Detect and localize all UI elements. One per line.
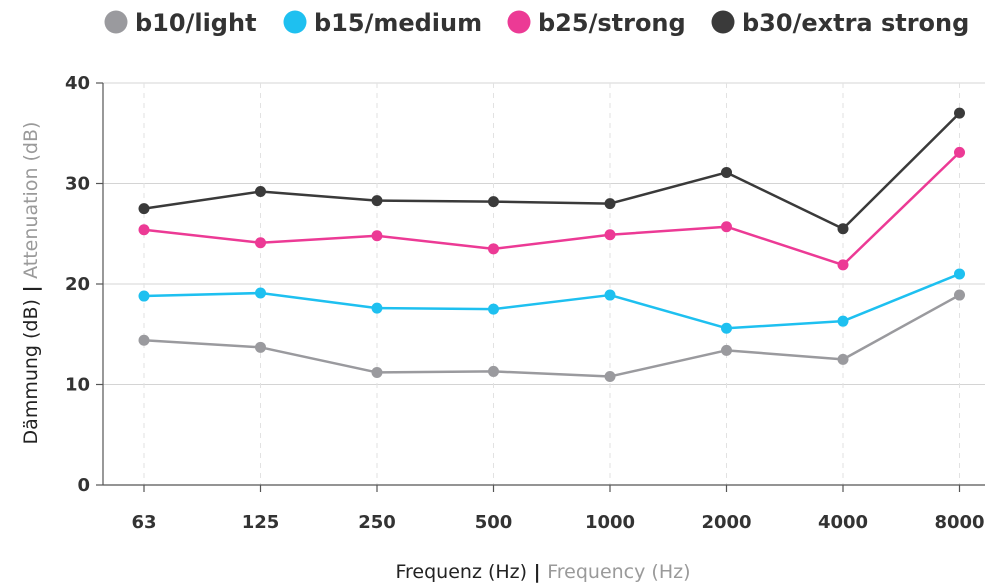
data-point	[255, 341, 266, 353]
y-tick-label: 30	[65, 174, 90, 195]
data-point	[721, 221, 732, 233]
data-point	[371, 302, 383, 314]
y-tick-label: 40	[65, 73, 90, 94]
data-point	[255, 287, 266, 299]
y-tick-label: 0	[77, 475, 90, 496]
y-tick-label: 20	[65, 274, 90, 295]
data-point	[488, 243, 499, 255]
data-point	[604, 370, 616, 382]
x-tick-label: 250	[358, 512, 396, 533]
data-point	[138, 334, 150, 346]
data-point	[371, 195, 383, 207]
data-point	[138, 203, 150, 215]
legend-label: b25/strong	[538, 9, 686, 37]
series-2	[138, 146, 965, 271]
x-tick-label: 8000	[934, 512, 984, 533]
x-tick-label: 125	[242, 512, 280, 533]
data-point	[721, 166, 732, 178]
data-point	[488, 196, 499, 208]
x-axis-title-separator: |	[527, 561, 547, 583]
data-point	[837, 315, 849, 327]
series-layer	[138, 107, 965, 382]
y-axis-title-separator: |	[20, 279, 42, 299]
series-line	[143, 112, 961, 230]
y-axis-title: Dämmung (dB) | Attenuation (dB)	[20, 122, 42, 445]
data-point	[837, 353, 849, 365]
data-point	[138, 290, 150, 302]
series-line	[143, 272, 960, 330]
data-point	[604, 198, 616, 210]
data-point	[837, 259, 849, 271]
x-tick-label: 500	[475, 512, 513, 533]
legend-marker	[507, 10, 531, 34]
data-point	[954, 146, 965, 158]
data-point	[255, 237, 266, 249]
series-line	[143, 151, 961, 267]
legend-item: b25/strong	[507, 9, 686, 37]
x-axis-title: Frequenz (Hz) | Frequency (Hz)	[395, 561, 690, 583]
legend-label: b10/light	[135, 9, 257, 37]
grid	[103, 82, 985, 485]
data-point	[488, 303, 499, 315]
data-point	[954, 289, 965, 301]
legend-label: b15/medium	[314, 9, 482, 37]
data-point	[721, 344, 732, 356]
data-point	[604, 229, 616, 241]
legend: b10/light b15/medium b25/strong b30/extra s…	[104, 9, 969, 37]
series-line	[143, 293, 961, 378]
x-tick-label: 4000	[818, 512, 868, 533]
legend-item: b30/extra strong	[711, 9, 969, 37]
data-point	[954, 107, 965, 119]
x-axis-title-sub: Frequency (Hz)	[547, 561, 690, 583]
x-tick-label: 63	[131, 512, 156, 533]
legend-label: b30/extra strong	[742, 9, 969, 37]
data-point	[721, 322, 732, 334]
data-point	[837, 223, 849, 235]
legend-item: b15/medium	[283, 9, 482, 37]
data-point	[488, 365, 499, 377]
y-axis-title-main: Dämmung (dB)	[20, 299, 42, 444]
data-point	[371, 366, 383, 378]
data-point	[954, 268, 965, 280]
legend-marker	[104, 10, 128, 34]
legend-marker	[283, 10, 307, 34]
series-0	[138, 289, 965, 382]
x-axis-title-main: Frequenz (Hz)	[395, 561, 527, 583]
data-point	[604, 289, 616, 301]
series-1	[138, 268, 965, 334]
data-point	[371, 230, 383, 242]
x-tick-label: 2000	[701, 512, 751, 533]
legend-item: b10/light	[104, 9, 257, 37]
y-axis-title-sub: Attenuation (dB)	[20, 122, 42, 279]
data-point	[255, 186, 266, 198]
axes: 0 10 20 30 40 63 125 250 500 1000 2000 4000 8000	[65, 73, 985, 533]
data-point	[138, 224, 150, 236]
x-tick-label: 1000	[585, 512, 635, 533]
legend-marker	[711, 10, 735, 34]
y-tick-label: 10	[65, 375, 90, 396]
series-3	[138, 107, 965, 235]
